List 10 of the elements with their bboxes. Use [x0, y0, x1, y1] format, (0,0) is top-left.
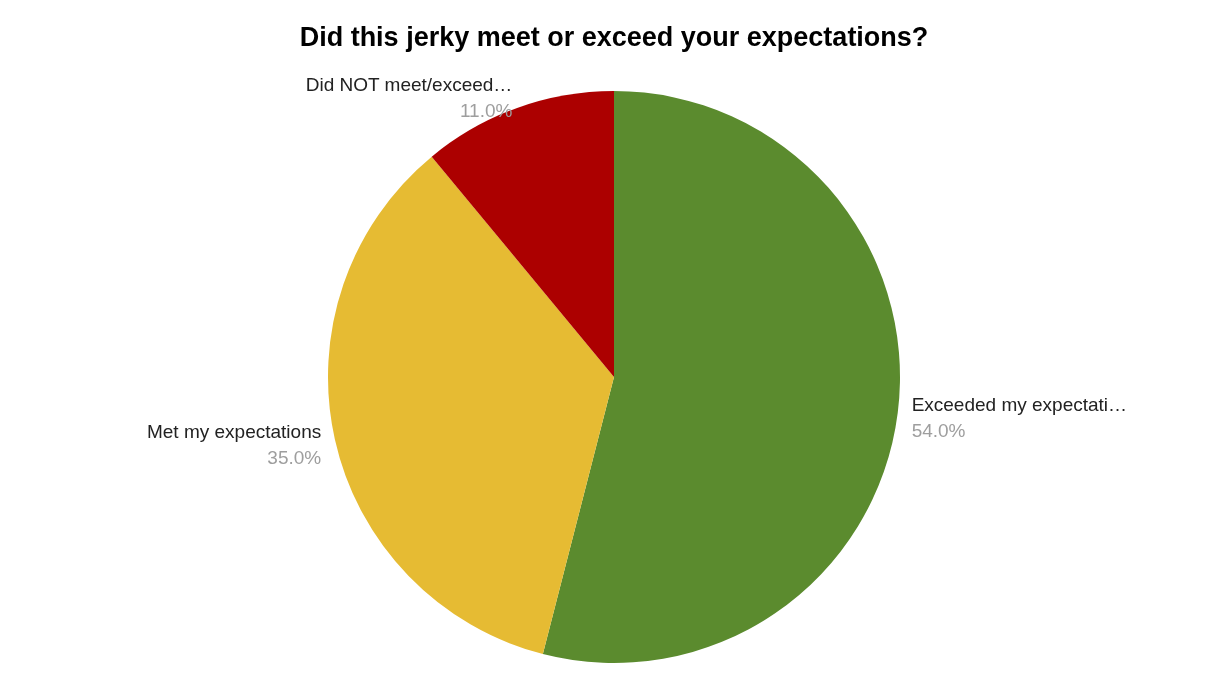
- pie-slice: [542, 91, 900, 663]
- slice-label: Did NOT meet/exceed…: [305, 73, 513, 95]
- data-label: 54.0%: [911, 419, 966, 441]
- pie-slice: [431, 91, 614, 377]
- data-label: 11.0%: [459, 99, 513, 121]
- slice-label: Exceeded my expectati…: [911, 393, 1128, 415]
- slice-label: Met my expectations: [146, 421, 322, 443]
- data-label: 35.0%: [267, 447, 322, 469]
- chart-title: Did this jerky meet or exceed your expectations?: [299, 22, 929, 52]
- pie-slice: [328, 156, 614, 655]
